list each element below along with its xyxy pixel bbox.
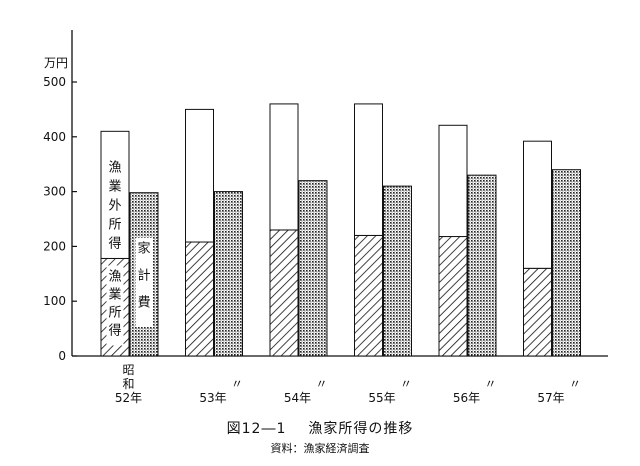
x-tick-label: 〃 53年 (199, 377, 243, 405)
bar-non-fishery-income (100, 130, 130, 259)
x-tick-label-line: 55年 (368, 391, 395, 405)
label-fishery-income-char: 得 (108, 322, 121, 338)
y-axis: 0 100 200 300 400 500 万円 (43, 30, 608, 363)
x-tick-label-line: 53年 (199, 391, 226, 405)
bar-fishery-income (523, 267, 552, 357)
y-tick-label: 200 (43, 239, 66, 253)
x-tick-label-line: 〃 (400, 377, 412, 391)
bar-fishery-income (354, 234, 383, 357)
x-axis: 昭和 52年〃 53年〃 54年〃 55年〃 56年〃 57年 (115, 363, 581, 405)
bar-household-expenditure (467, 174, 497, 357)
label-non-fishery-income-char: 得 (108, 235, 121, 251)
y-tick-label: 500 (43, 75, 66, 89)
source-note: 資料：漁家経済調査 (270, 442, 370, 455)
bar-fishery-income (185, 241, 214, 357)
x-tick-label-line: 和 (122, 377, 134, 391)
bar-non-fishery-income (354, 103, 383, 236)
label-non-fishery-income-char: 所 (108, 217, 121, 232)
x-tick-label-line: 〃 (569, 377, 581, 391)
y-axis-unit: 万円 (44, 56, 68, 70)
y-tick-label: 100 (43, 294, 66, 308)
bar-household-expenditure (383, 185, 412, 357)
x-tick-label-line: 〃 (315, 377, 327, 391)
x-tick-label: 〃 57年 (537, 377, 581, 405)
bar-household-expenditure (552, 169, 581, 357)
x-tick-label: 〃 54年 (284, 377, 328, 405)
bar-non-fishery-income (185, 108, 214, 243)
bar-non-fishery-income (523, 140, 552, 269)
x-tick-label-line: 〃 (231, 377, 243, 391)
bar-non-fishery-income (269, 103, 299, 231)
label-fishery-income-bg (106, 265, 124, 346)
bar-fishery-income (438, 236, 468, 357)
bar-non-fishery-income (438, 124, 468, 238)
label-household-expenditure-char: 費 (137, 296, 150, 311)
label-household-expenditure-char: 家 (137, 241, 150, 257)
chart-title: 漁家所得の推移 (308, 421, 414, 437)
figure-title: 図12―1 漁家所得の推移 (0, 418, 640, 438)
y-tick-label: 0 (58, 349, 66, 363)
x-tick-label-line: 昭 (122, 363, 134, 377)
bar-household-expenditure (298, 180, 328, 357)
x-tick-label-line: 54年 (284, 391, 311, 405)
label-household-expenditure-bg (135, 237, 153, 327)
figure-number: 図12―1 (226, 421, 287, 437)
x-tick-label-line: 52年 (115, 391, 142, 405)
label-fishery-income-char: 業 (108, 286, 121, 302)
label-non-fishery-income-char: 外 (108, 198, 121, 213)
label-household-expenditure-char: 計 (137, 268, 150, 284)
y-tick-label: 400 (43, 130, 66, 144)
y-tick-label: 300 (43, 185, 66, 199)
bar-fishery-income (269, 229, 299, 357)
label-fishery-income-char: 漁 (108, 269, 121, 284)
bar-household-expenditure (214, 191, 243, 357)
x-tick-label-line: 〃 (484, 377, 496, 391)
label-non-fishery-income-char: 業 (108, 178, 121, 194)
x-tick-label-line: 56年 (453, 391, 480, 405)
x-tick-label: 〃 55年 (368, 377, 412, 405)
x-tick-label-line: 57年 (537, 391, 564, 405)
bars (100, 103, 581, 357)
label-fishery-income-char: 所 (108, 305, 121, 320)
x-tick-label: 昭和 52年 (115, 363, 142, 405)
label-non-fishery-income-char: 漁 (108, 160, 121, 175)
x-tick-label: 〃 56年 (453, 377, 497, 405)
